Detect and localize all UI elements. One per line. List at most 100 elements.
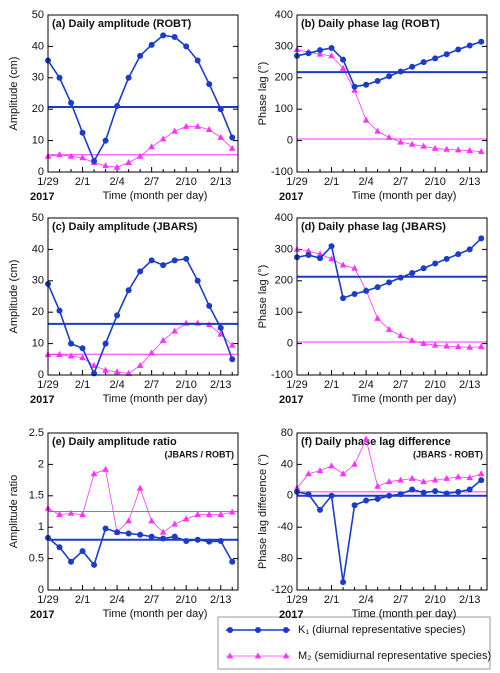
point xyxy=(228,144,236,151)
point xyxy=(328,462,335,469)
series-line xyxy=(47,257,233,376)
x-tick-label: 2/4 xyxy=(358,379,373,391)
point xyxy=(229,134,236,141)
x-tick-label: 2/4 xyxy=(109,379,124,391)
x-tick-label: 2/1 xyxy=(324,379,339,391)
x-tick-label: 2/13 xyxy=(459,176,480,188)
legend-label: M₂ (semidiurnal representative species) xyxy=(298,650,491,662)
point xyxy=(102,465,109,472)
panel-subtitle: (JBARS / ROBT) xyxy=(165,449,235,459)
point xyxy=(374,495,381,502)
panel: -120 -80 -40 0 40 80 1/29 2/1 2/4 2/7 2/10 2/13Time… xyxy=(257,427,488,621)
point xyxy=(90,470,98,477)
point xyxy=(431,476,439,483)
point xyxy=(408,140,416,147)
x-tick-label: 2/10 xyxy=(175,594,196,606)
y-axis-label: Phase lag (°) xyxy=(257,62,269,126)
y-tick-label: 0 xyxy=(287,490,293,502)
point xyxy=(443,255,450,262)
point xyxy=(466,246,473,253)
point xyxy=(477,470,485,477)
x-tick-label: 1/29 xyxy=(286,594,307,606)
x-tick-label: 2/13 xyxy=(459,379,480,391)
point xyxy=(91,370,98,377)
point xyxy=(374,314,381,321)
point xyxy=(282,652,290,659)
panel-title: (d) Daily phase lag (JBARS) xyxy=(301,221,446,233)
point xyxy=(148,533,155,540)
y-tick-label: 80 xyxy=(281,427,293,439)
point xyxy=(171,257,178,264)
point xyxy=(420,340,427,346)
year-label: 2017 xyxy=(279,191,303,203)
x-axis-label: Time (month per day) xyxy=(352,190,457,202)
x-tick-label: 2/13 xyxy=(459,594,480,606)
point xyxy=(125,369,132,376)
x-tick-label: 2/13 xyxy=(210,379,231,391)
x-tick-label: 2/10 xyxy=(424,176,445,188)
point xyxy=(183,43,190,50)
point xyxy=(194,511,201,518)
x-tick-label: 2/7 xyxy=(144,176,159,188)
point xyxy=(68,340,75,347)
point xyxy=(148,349,155,356)
point xyxy=(229,558,236,565)
plot-frame xyxy=(296,432,488,591)
point xyxy=(68,99,75,106)
point xyxy=(363,287,370,294)
series-line xyxy=(47,126,233,168)
plot-frame xyxy=(296,217,488,376)
point xyxy=(305,247,312,254)
x-axis-label: Time (month per day) xyxy=(103,393,208,405)
panel-title: (e) Daily amplitude ratio xyxy=(52,436,177,448)
y-tick-label: 10 xyxy=(32,338,44,350)
point xyxy=(90,361,98,368)
point xyxy=(113,163,121,170)
point xyxy=(431,341,439,348)
series-line xyxy=(296,249,482,348)
point xyxy=(125,517,132,524)
point xyxy=(397,491,404,498)
point xyxy=(125,287,132,294)
y-tick-label: -100 xyxy=(271,166,293,178)
point xyxy=(328,243,335,250)
point xyxy=(113,368,121,375)
point xyxy=(102,162,109,169)
y-tick-label: 1.5 xyxy=(29,490,44,502)
year-label: 2017 xyxy=(279,394,303,406)
point xyxy=(443,51,450,58)
point xyxy=(420,489,427,496)
point xyxy=(443,342,450,349)
point xyxy=(339,261,347,268)
x-tick-label: 1/29 xyxy=(286,176,307,188)
x-tick-label: 2/4 xyxy=(109,594,124,606)
point xyxy=(79,548,86,555)
y-tick-label: 0 xyxy=(38,584,44,596)
point xyxy=(125,158,132,165)
point xyxy=(432,55,439,62)
y-tick-label: 100 xyxy=(275,306,293,318)
point xyxy=(385,325,393,332)
point xyxy=(328,44,335,51)
point xyxy=(217,133,225,140)
point xyxy=(317,255,324,262)
point xyxy=(102,137,109,144)
y-tick-label: 20 xyxy=(32,103,44,115)
y-tick-label: -100 xyxy=(271,369,293,381)
point xyxy=(409,63,416,70)
point xyxy=(409,486,416,493)
point xyxy=(194,122,201,129)
point xyxy=(114,529,121,536)
y-tick-label: 10 xyxy=(32,135,44,147)
point xyxy=(137,531,144,538)
y-tick-label: 200 xyxy=(275,72,293,84)
y-tick-label: 0 xyxy=(38,166,44,178)
point xyxy=(206,81,213,88)
point xyxy=(183,538,190,545)
x-tick-label: 2/10 xyxy=(424,379,445,391)
point xyxy=(228,341,236,348)
point xyxy=(386,492,393,499)
point xyxy=(454,473,462,480)
panel-title: (a) Daily amplitude (ROBT) xyxy=(52,18,192,30)
